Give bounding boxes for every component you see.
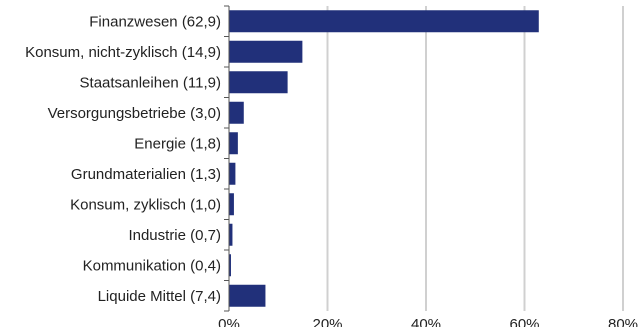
x-tick-label: 80% xyxy=(608,316,638,327)
x-tick-label: 60% xyxy=(509,316,539,327)
bar xyxy=(229,193,234,216)
category-labels: Finanzwesen (62,9) Konsum, nicht-zyklisch… xyxy=(25,13,221,305)
category-label: Versorgungsbetriebe (3,0) xyxy=(48,105,221,122)
x-axis-ticks: 0% 20% 40% 60% 80% xyxy=(218,5,638,327)
bar xyxy=(229,132,238,155)
category-label: Finanzwesen (62,9) xyxy=(89,13,221,30)
category-label: Konsum, zyklisch (1,0) xyxy=(70,196,221,213)
category-label: Liquide Mittel (7,4) xyxy=(98,288,221,305)
category-label: Staatsanleihen (11,9) xyxy=(80,74,221,91)
category-label: Energie (1,8) xyxy=(134,135,221,152)
x-tick-label: 0% xyxy=(218,316,240,327)
bar xyxy=(229,284,266,307)
category-label: Grundmaterialien (1,3) xyxy=(71,166,221,183)
category-label: Konsum, nicht-zyklisch (14,9) xyxy=(25,44,221,61)
bar xyxy=(229,223,233,246)
category-label: Kommunikation (0,4) xyxy=(83,257,221,274)
grid-lines xyxy=(326,6,624,311)
category-label: Industrie (0,7) xyxy=(128,227,221,244)
bar xyxy=(229,40,303,63)
bar xyxy=(229,71,288,94)
bar xyxy=(229,10,539,33)
bar xyxy=(229,254,231,277)
bar xyxy=(229,162,236,185)
x-tick-label: 20% xyxy=(312,316,342,327)
bars xyxy=(229,10,539,307)
bar xyxy=(229,101,244,124)
x-tick-label: 40% xyxy=(411,316,441,327)
